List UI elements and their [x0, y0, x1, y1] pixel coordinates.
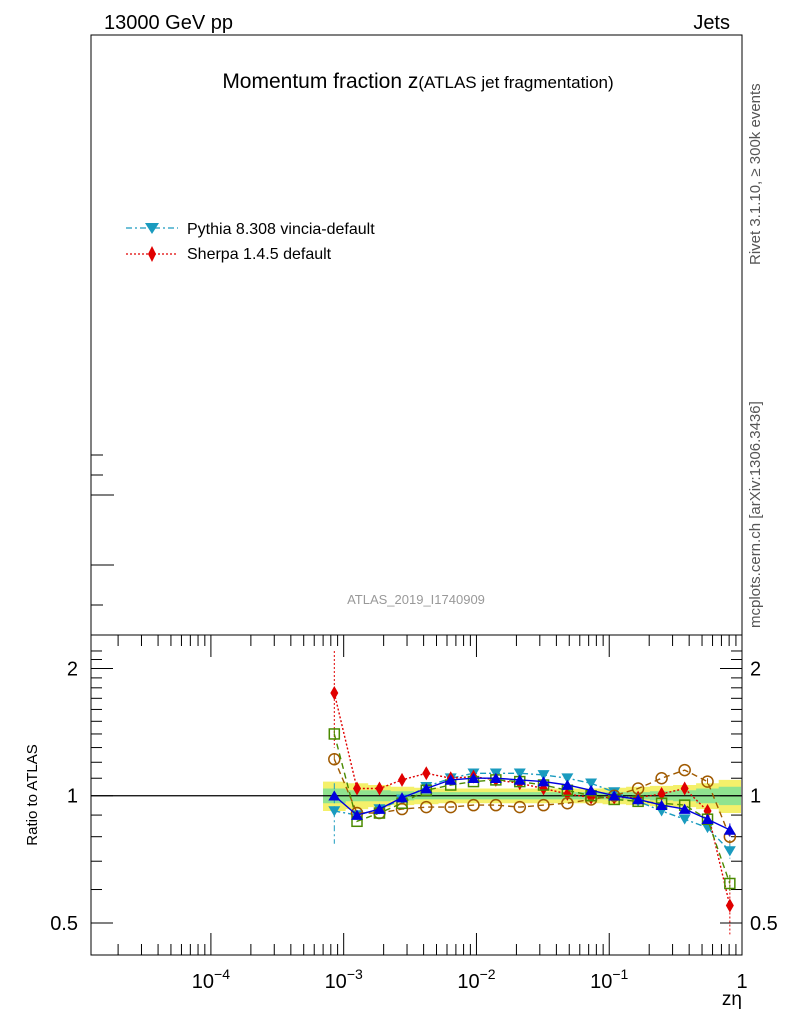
process-label: Jets [693, 12, 730, 34]
data-point-triangle-up [420, 783, 433, 794]
plot-title-main: Momentum fraction z [222, 70, 418, 93]
data-point-triangle-down [561, 773, 574, 784]
series-line [334, 772, 731, 852]
ratio-ylabel: Ratio to ATLAS [24, 744, 41, 845]
ratio-xlabel: zη [722, 989, 742, 1010]
data-point-diamond [398, 772, 407, 787]
data-point-circle [631, 782, 645, 795]
series-line [333, 733, 731, 884]
upper-frame [90, 34, 743, 636]
data-point-triangle-down [537, 770, 550, 781]
data-point-triangle-down [585, 778, 598, 789]
data-point-triangle-up [678, 803, 691, 814]
ratio-ytick-label-right: 0.5 [750, 913, 778, 935]
data-point-diamond [725, 898, 734, 913]
data-point-square [724, 877, 736, 890]
plot-title-sub: (ATLAS jet fragmentation) [418, 73, 613, 92]
data-point-triangle-down [328, 806, 341, 817]
legend-marker-pythia [145, 223, 159, 234]
data-point-triangle-up [373, 803, 386, 814]
ratio-xtick-label: 10−4 [192, 966, 230, 993]
ratio-ytick-label-right: 1 [750, 786, 761, 808]
ratio-series-group [328, 650, 737, 935]
legend: Pythia 8.308 vincia-default Sherpa 1.4.5… [126, 221, 375, 263]
series-0 [328, 768, 736, 859]
data-point-triangle-up [561, 779, 574, 790]
side-label-mcplots: mcplots.cern.ch [arXiv:1306.3436] [747, 401, 764, 628]
series-line [333, 758, 731, 837]
data-point-triangle-up [701, 813, 714, 825]
data-point-circle [678, 763, 691, 777]
data-point-diamond [680, 781, 689, 796]
ratio-xtick-label: 10−1 [590, 966, 628, 993]
data-point-circle [537, 798, 550, 812]
legend-entry-sherpa: Sherpa 1.4.5 default [126, 246, 332, 263]
ratio-xtick-label: 10−3 [325, 966, 363, 993]
data-point-triangle-up [537, 776, 550, 787]
data-point-diamond [657, 786, 666, 801]
data-point-circle [489, 798, 503, 812]
data-point-triangle-down [701, 822, 714, 834]
data-point-circle [395, 802, 409, 816]
xtick-base: 10 [590, 971, 612, 993]
xtick-exponent: −4 [214, 966, 230, 982]
xtick-base: 10 [192, 971, 214, 993]
data-point-circle [513, 800, 527, 814]
xtick-base: 10 [325, 971, 347, 993]
ratio-xtick-label: 10−2 [457, 966, 495, 993]
data-point-triangle-down [678, 814, 691, 825]
data-point-circle [655, 771, 668, 785]
ratio-axes: 0.5 0.51 12 210−4 10−3 10−2 10−1 1 [50, 635, 778, 993]
data-point-diamond [330, 685, 339, 700]
data-point-circle [467, 798, 480, 812]
ratio-ytick-label-left: 0.5 [50, 913, 78, 935]
xtick-base: 10 [457, 971, 479, 993]
xtick-base: 1 [736, 971, 747, 993]
data-point-triangle-up [328, 790, 341, 801]
data-point-triangle-down [513, 768, 526, 779]
data-point-circle [444, 800, 457, 814]
xtick-exponent: −1 [612, 966, 628, 982]
data-point-circle [701, 775, 714, 788]
ratio-frame [90, 634, 743, 956]
ratio-xtick-label: 1 [736, 971, 747, 993]
data-point-triangle-up [655, 799, 668, 810]
side-label-rivet: Rivet 3.1.10, ≥ 300k events [747, 83, 764, 265]
plot-title: Momentum fraction z(ATLAS jet fragmentat… [222, 70, 613, 93]
data-point-triangle-up [585, 784, 598, 796]
series-4 [328, 772, 736, 837]
xtick-exponent: −2 [480, 966, 496, 982]
data-point-triangle-up [396, 792, 409, 803]
legend-label-pythia: Pythia 8.308 vincia-default [187, 221, 375, 238]
data-point-triangle-up [444, 774, 457, 785]
data-point-circle [420, 800, 433, 814]
data-point-square [328, 728, 341, 740]
data-point-triangle-down [723, 846, 736, 857]
data-point-circle [561, 796, 574, 810]
analysis-id: ATLAS_2019_I1740909 [347, 592, 485, 607]
series-line [333, 692, 731, 906]
data-point-diamond [375, 781, 384, 796]
data-point-triangle-up [632, 794, 645, 805]
data-point-triangle-up [467, 772, 480, 784]
data-point-triangle-up [723, 824, 736, 835]
data-point-triangle-up [513, 774, 526, 785]
data-point-circle [328, 752, 341, 766]
energy-label: 13000 GeV pp [104, 12, 233, 34]
ratio-ytick-label-left: 2 [67, 658, 78, 680]
data-point-diamond [422, 766, 431, 781]
data-point-triangle-up [351, 809, 364, 820]
xtick-exponent: −3 [347, 966, 363, 982]
data-point-triangle-up [608, 790, 621, 801]
legend-label-sherpa: Sherpa 1.4.5 default [187, 246, 332, 263]
data-point-triangle-up [489, 772, 502, 784]
ratio-ytick-label-left: 1 [67, 786, 78, 808]
legend-entry-pythia: Pythia 8.308 vincia-default [126, 221, 375, 238]
ratio-ytick-label-right: 2 [750, 658, 761, 680]
legend-marker-sherpa [148, 246, 156, 262]
data-point-diamond [353, 781, 362, 796]
